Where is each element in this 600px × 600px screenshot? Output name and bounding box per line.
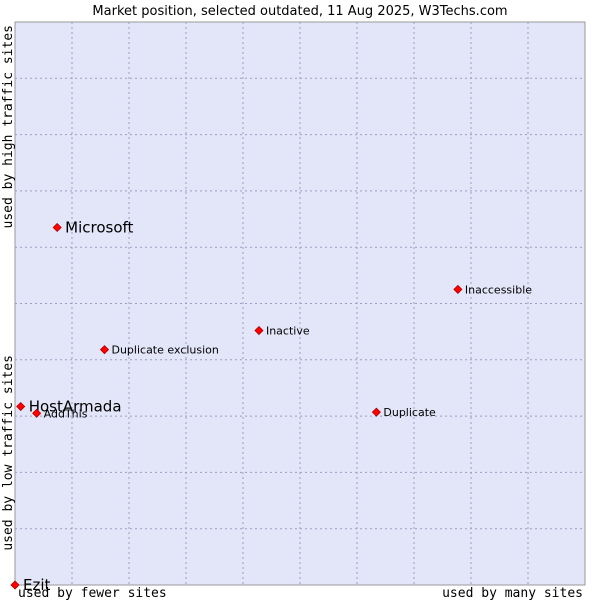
y-axis-label-bottom: used by low traffic sites <box>1 355 16 551</box>
x-axis-label-right: used by many sites <box>442 586 583 600</box>
x-axis-label-left: used by fewer sites <box>18 586 167 600</box>
data-point-label: Microsoft <box>65 218 133 236</box>
data-point-label: Duplicate <box>383 406 436 419</box>
data-point-label: Duplicate exclusion <box>111 344 218 357</box>
data-point: Inactive <box>254 325 310 338</box>
data-point-label: Ezit <box>23 576 51 594</box>
data-points: Microsoft Inaccessible Inactive Duplicate e… <box>10 218 532 594</box>
data-point-label: HostArmada <box>29 398 122 416</box>
data-point-marker <box>32 408 42 418</box>
data-point-marker <box>99 345 110 355</box>
y-axis-label-top: used by high traffic sites <box>1 25 16 229</box>
data-point-label: AddThis <box>44 407 88 420</box>
data-point-marker <box>10 580 20 590</box>
data-point-label: Inaccessible <box>465 283 532 296</box>
data-point: Inaccessible <box>453 283 532 296</box>
data-point-label: Inactive <box>266 325 310 338</box>
data-point: Duplicate exclusion <box>99 344 219 357</box>
data-point-marker <box>52 222 62 233</box>
data-point: HostArmada <box>16 398 122 416</box>
data-point-marker <box>16 401 26 412</box>
data-point-marker <box>371 407 381 417</box>
data-point-marker <box>453 284 463 294</box>
data-point: AddThis <box>32 407 88 420</box>
grid-lines <box>15 22 585 585</box>
data-point: Duplicate <box>371 406 436 419</box>
data-point-marker <box>254 325 264 336</box>
data-point: Ezit <box>10 576 51 594</box>
data-point: Microsoft <box>52 218 134 236</box>
chart-title: Market position, selected outdated, 11 A… <box>92 4 507 19</box>
